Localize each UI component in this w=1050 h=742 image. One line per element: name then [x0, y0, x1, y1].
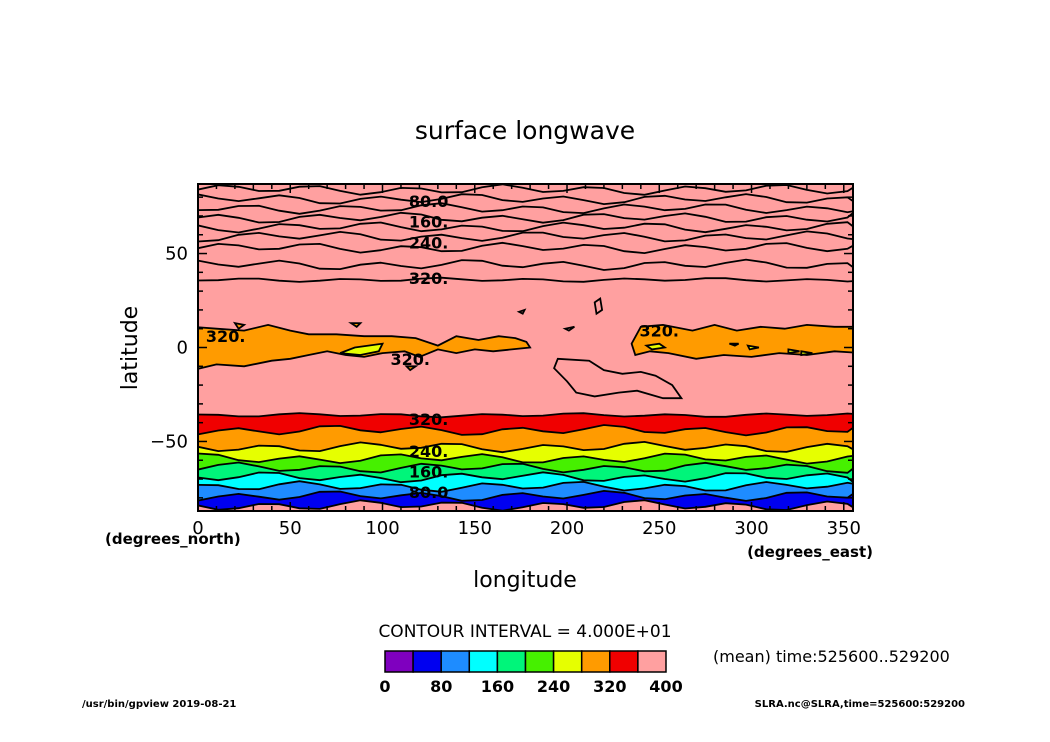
orange-patch-2 — [348, 322, 363, 328]
contour-line — [198, 230, 853, 243]
contour-label: 160. — [409, 213, 448, 232]
contour-label: 80.0 — [409, 192, 448, 211]
contour-line — [198, 452, 853, 465]
contour-label: 320. — [409, 410, 448, 429]
y-tick-labels: 50 0 −50 — [150, 244, 188, 453]
yellow-patch-6 — [800, 350, 813, 357]
contour-interval-text: CONTOUR INTERVAL = 4.000E+01 — [378, 622, 671, 642]
footer-left: /usr/bin/gpview 2019-08-21 — [82, 699, 236, 710]
contour-line — [198, 202, 853, 215]
contour-label: 160. — [409, 463, 448, 482]
y-tick-label: 50 — [165, 244, 188, 265]
contour-features — [198, 297, 853, 400]
contour-line — [198, 480, 853, 493]
orange-patch-1 — [232, 321, 247, 330]
x-tick-label: 200 — [550, 518, 584, 539]
yellow-patch-1 — [339, 342, 385, 356]
band-s-8 — [198, 184, 853, 418]
contour-label: 320. — [640, 322, 679, 341]
colorbar-swatch — [496, 650, 527, 673]
colorbar-swatch — [384, 650, 414, 673]
x-tick-label: 150 — [458, 518, 492, 539]
yellow-patch-3 — [729, 342, 740, 347]
contour-line — [198, 241, 853, 255]
x-tick-label: 300 — [734, 518, 768, 539]
colorbar-swatch — [609, 650, 639, 673]
y-units-label: (degrees_north) — [105, 530, 241, 548]
contour-label: 240. — [409, 442, 448, 461]
contour-line — [198, 184, 853, 196]
contour-bands — [198, 184, 853, 511]
colorbar-tick-label: 320 — [593, 677, 626, 696]
contour-label: 240. — [409, 233, 448, 252]
colorbar-swatch — [524, 650, 555, 673]
contour-line — [198, 412, 853, 419]
pink-patch-2 — [593, 297, 604, 316]
plot-area: 80.0160.240.320.320.320.320.320.240.160.… — [197, 183, 854, 512]
orange-patch-3 — [404, 365, 419, 372]
x-axis-label: longitude — [473, 568, 577, 593]
x-tick-label: 50 — [279, 518, 302, 539]
colorbar-swatch — [637, 650, 667, 673]
yellow-patch-5 — [787, 348, 800, 355]
contour-line — [198, 499, 853, 511]
chart-title: surface longwave — [415, 116, 635, 145]
colorbar-tick-label: 0 — [379, 677, 390, 696]
pink-patch-4 — [516, 308, 527, 315]
contour-line — [198, 193, 853, 206]
colorbar-tick-label: 160 — [481, 677, 514, 696]
contour-label: 320. — [390, 350, 429, 369]
colorbar-tick-label: 240 — [537, 677, 570, 696]
x-tick-label: 100 — [365, 518, 399, 539]
x-tick-labels: 0 50 100 150 200 250 300 350 — [192, 518, 861, 539]
contour-line — [198, 440, 853, 454]
yellow-patch-2 — [644, 342, 668, 351]
colorbar-tick-label: 80 — [430, 677, 452, 696]
pink-patch-1 — [553, 357, 684, 400]
x-units-label: (degrees_east) — [747, 543, 873, 561]
contour-line — [198, 471, 853, 484]
footer-right: SLRA.nc@SLRA,time=525600:529200 — [755, 699, 965, 710]
y-tick-label: −50 — [150, 431, 188, 452]
colorbar-tick-label: 400 — [649, 677, 682, 696]
colorbar-swatch — [580, 650, 611, 673]
contour-labels: 80.0160.240.320.320.320.320.320.240.160.… — [206, 192, 679, 502]
contour-line — [198, 424, 853, 437]
x-tick-label: 350 — [827, 518, 861, 539]
contour-label: 320. — [206, 327, 245, 346]
contour-line — [198, 211, 853, 224]
colorbar: 0 80 160 240 320 400 — [379, 650, 683, 696]
axis-ticks — [197, 184, 853, 511]
x-tick-label: 0 — [192, 518, 203, 539]
contour-line — [198, 276, 853, 283]
pink-patch-3 — [562, 325, 575, 332]
yellow-patch-4 — [746, 344, 760, 351]
colorbar-swatch — [468, 650, 499, 673]
contour-label: 80.0 — [409, 483, 448, 502]
colorbar-swatch — [412, 650, 442, 673]
contour-line — [198, 258, 853, 271]
x-tick-label: 250 — [642, 518, 676, 539]
contour-line — [198, 221, 853, 234]
colorbar-swatch — [552, 650, 583, 673]
y-tick-label: 0 — [177, 338, 188, 359]
contour-label: 320. — [409, 269, 448, 288]
y-axis-label: latitude — [118, 306, 143, 390]
colorbar-swatch — [440, 650, 471, 673]
contour-line — [198, 461, 853, 474]
time-range-text: (mean) time:525600..529200 — [713, 647, 950, 666]
contour-line — [198, 489, 853, 502]
